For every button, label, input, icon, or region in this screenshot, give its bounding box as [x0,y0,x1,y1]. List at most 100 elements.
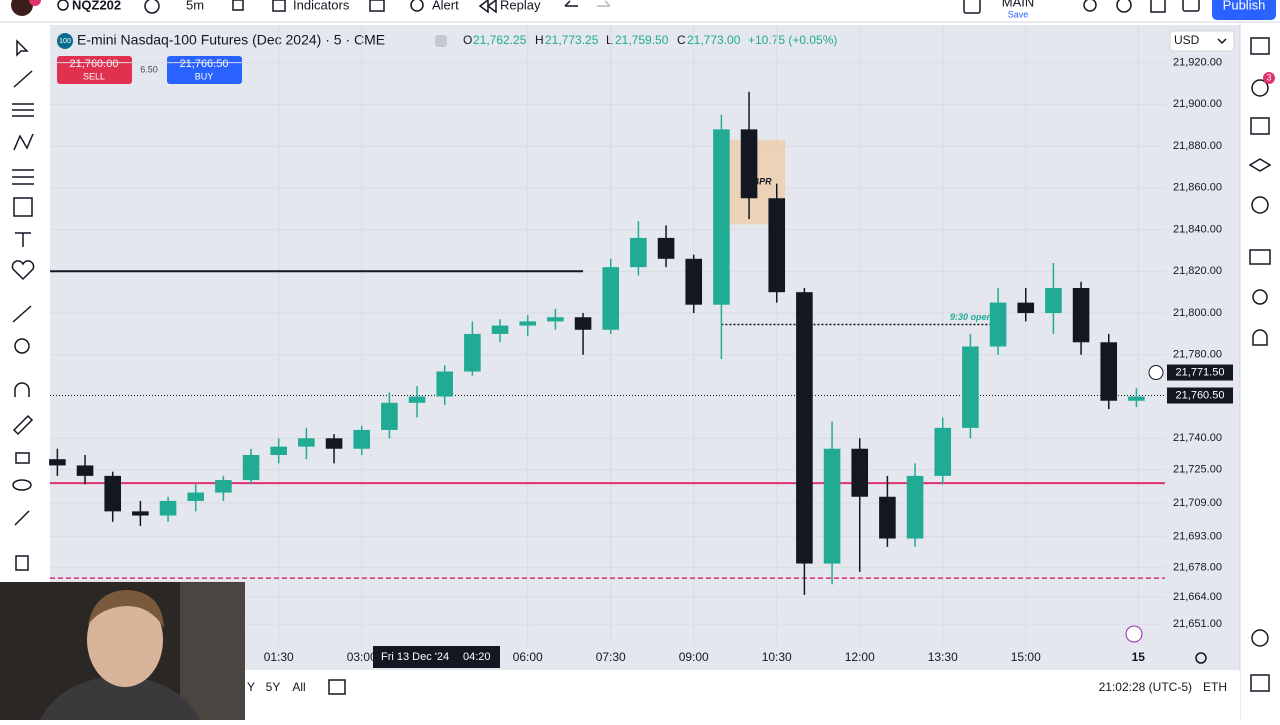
chats[interactable] [1249,249,1271,265]
webcam-overlay [0,582,245,720]
x-tick-label: 15 [1132,650,1146,664]
alert[interactable]: Alert [432,0,459,12]
last-price: 21,760.50 [1176,389,1225,401]
line-tool[interactable] [13,70,33,88]
undo[interactable] [564,0,578,7]
clock: 21:02:28 (UTC-5) [1099,680,1192,694]
candle-body [657,237,675,259]
currency-box[interactable] [1169,30,1235,52]
pattern-tool[interactable] [13,133,34,151]
candle-body [962,346,979,428]
chart-type[interactable] [232,0,244,11]
alerts[interactable] [1251,79,1269,97]
publish[interactable]: Publish [1223,0,1266,12]
candle-body [132,511,149,516]
interval[interactable]: 5m [186,0,204,12]
y-tick-label: 21,900.00 [1173,98,1222,110]
sell-price[interactable]: 21,760.00 [70,58,119,70]
events-icon[interactable] [1125,625,1143,643]
box-label: BPR [753,176,773,186]
x-tick-label: 07:30 [596,650,626,664]
left-toolbar [11,39,35,571]
last-price-box [1167,387,1233,404]
currency[interactable]: USD [1174,33,1200,47]
object-tree[interactable] [1248,158,1272,172]
chart-area [50,25,1165,670]
y-tick-label: 21,678.00 [1173,562,1222,574]
publish-button[interactable] [1212,0,1276,20]
indicators[interactable]: Indicators [293,0,350,12]
search-icon [57,0,69,11]
link-tool[interactable] [14,510,30,526]
sell-label[interactable]: SELL [83,71,105,81]
x-tick-label: 12:00 [845,650,875,664]
session[interactable]: ETH [1203,680,1227,694]
layout-name[interactable]: MAIN [1002,0,1035,9]
y-tick-label: 21,880.00 [1173,140,1222,152]
candle-body [464,333,481,372]
avatar-badge [29,0,41,6]
watchlist[interactable] [1250,37,1270,55]
axis-settings[interactable] [1195,652,1207,664]
icons-tool[interactable] [11,260,35,281]
prediction-tool[interactable] [12,169,34,185]
delete-tool[interactable] [15,555,29,571]
candle-body [796,292,813,564]
ideas[interactable] [1251,196,1269,214]
right-toolbar: 3 [1248,37,1275,692]
avatar[interactable] [11,0,33,16]
legend-title[interactable]: E-mini Nasdaq-100 Futures (Dec 2024) · 5… [77,32,385,48]
alert-icon [410,0,424,12]
goto-date[interactable] [328,679,346,695]
symbol[interactable]: NQZ202 [72,0,121,12]
zoom-tool[interactable] [14,338,30,354]
quick-search[interactable] [1083,0,1097,12]
add-symbol[interactable] [144,0,160,14]
details[interactable] [1250,117,1270,135]
range-y[interactable]: Y [247,680,255,694]
close-value: 21,773.00 [687,33,741,47]
settings[interactable] [1116,0,1132,13]
crosshair-add [1148,365,1164,381]
calendar[interactable] [1250,674,1270,692]
text-tool[interactable] [15,232,31,247]
fullscreen[interactable] [1150,0,1166,13]
streams[interactable] [1252,289,1268,305]
shape-tool[interactable] [13,197,33,217]
indicators-icon [272,0,286,12]
buy-price[interactable]: 21,766.50 [180,58,229,70]
buy-label[interactable]: BUY [195,71,214,81]
templates[interactable] [369,0,385,12]
layout-icon[interactable] [963,0,981,14]
fib-tool[interactable] [12,103,34,117]
target[interactable] [1251,629,1269,647]
measure-tool[interactable] [12,305,32,323]
lock-tool[interactable] [15,452,30,464]
notifications[interactable] [1252,329,1268,346]
hide-tool[interactable] [12,479,32,491]
screenshot[interactable] [1182,0,1200,12]
low-label: L [606,33,613,47]
range-5y[interactable]: 5Y [266,680,281,694]
replay[interactable]: Replay [500,0,541,12]
candle-body [104,475,122,512]
y-tick-label: 21,800.00 [1173,307,1222,319]
layout-status: Save [1008,9,1029,19]
legend-toggle[interactable] [435,35,447,47]
candle-body [270,446,288,455]
candle-body [436,371,454,397]
cursor-tool[interactable] [16,39,29,57]
magnet-tool[interactable] [14,382,30,397]
candle-body [187,492,205,501]
y-tick-label: 21,860.00 [1173,182,1222,194]
drawing-mode[interactable] [12,414,34,436]
redo[interactable] [597,0,611,7]
webcam-hair [88,590,164,628]
crosshair-time: 04:20 [463,651,491,663]
candle-body [879,496,896,539]
x-tick-label: 03:00 [347,650,377,664]
x-tick-label: 09:00 [679,650,709,664]
candle-body [325,438,343,449]
candle-body [1045,288,1062,314]
range-all[interactable]: All [292,680,305,694]
